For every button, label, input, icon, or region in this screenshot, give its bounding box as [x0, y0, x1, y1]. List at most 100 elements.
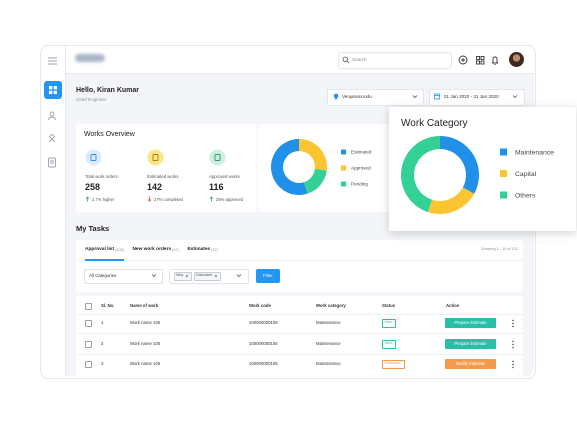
- tab-count: (47): [211, 248, 218, 252]
- legend-label: Approved: [351, 166, 371, 171]
- table-cell: Maintenance: [316, 340, 341, 346]
- row-menu: [512, 340, 514, 348]
- menu-icon[interactable]: [48, 57, 57, 65]
- donut-segment: [303, 169, 327, 194]
- avatar[interactable]: [509, 52, 524, 67]
- stat-icon: [147, 149, 164, 166]
- search-box[interactable]: [338, 52, 452, 69]
- chevron: [151, 274, 157, 278]
- logo[interactable]: [75, 54, 105, 62]
- legend-label: Others: [515, 192, 536, 199]
- trend-arrow: [209, 196, 214, 202]
- category-select[interactable]: [84, 269, 163, 284]
- tasks-title: My Tasks: [76, 224, 110, 233]
- status-chart: Estimated Approved Pending: [271, 139, 372, 195]
- dashboard-icon-active[interactable]: [44, 81, 62, 99]
- date-select[interactable]: [429, 89, 525, 106]
- work-category-card: [389, 107, 576, 231]
- top-bar: [66, 46, 534, 74]
- showing-text: Showing 1 - 10 of 102: [481, 247, 518, 251]
- tab-divider: [76, 260, 523, 261]
- tab-label[interactable]: Estimates: [187, 247, 211, 252]
- trend-arrow-glyph: [85, 196, 90, 202]
- tag-remove-glyph: [214, 274, 218, 278]
- table-cell: Work name 105: [130, 340, 161, 346]
- tag: [194, 272, 222, 281]
- tab-underline: [85, 259, 124, 261]
- donut-segment: [401, 136, 440, 213]
- action-button[interactable]: [445, 318, 496, 328]
- chevron: [412, 95, 418, 99]
- column-header: Work code: [249, 303, 271, 308]
- checkbox[interactable]: [85, 361, 92, 368]
- legend-swatch: [341, 181, 346, 187]
- tag-remove: [214, 274, 218, 278]
- tag-remove-glyph: [185, 274, 189, 278]
- chevron: [512, 95, 518, 99]
- stat-value: 116: [209, 182, 224, 192]
- reports-icon[interactable]: [48, 157, 56, 168]
- search-placeholder: Search: [352, 56, 367, 62]
- filter-button[interactable]: [256, 269, 280, 283]
- status-badge: [382, 339, 397, 349]
- stat-label: Estimated works: [147, 174, 179, 179]
- column-header: Name of work: [130, 303, 159, 308]
- legend-label: Capital: [515, 171, 537, 178]
- legend-swatch: [341, 165, 346, 171]
- status-text: New: [384, 340, 392, 345]
- apps-icon[interactable]: [476, 56, 485, 65]
- table-cell: Maintenance: [316, 320, 341, 325]
- column-header: Action: [446, 303, 460, 308]
- add-icon[interactable]: [458, 55, 468, 65]
- tab-count: (47): [172, 248, 179, 252]
- donut-segment: [299, 139, 327, 171]
- stat-icon-glyph: [214, 154, 221, 161]
- row-menu-dot: [512, 325, 514, 328]
- tab-label[interactable]: Approval list: [85, 247, 115, 252]
- stat-icon-bg: [85, 149, 102, 166]
- tab-label[interactable]: New work orders: [132, 247, 172, 252]
- works-overview-title: Works Overview: [84, 131, 135, 138]
- header-divider: [76, 314, 523, 315]
- column-header: Sl. No.: [101, 303, 115, 308]
- row-divider: [76, 333, 523, 334]
- table-cell: Work name 105: [130, 320, 161, 325]
- table-cell: 100000000105: [249, 361, 278, 366]
- trend-arrow: [147, 196, 152, 202]
- chevron: [236, 274, 242, 278]
- action-button[interactable]: [445, 338, 496, 349]
- table-cell: 1: [101, 320, 104, 325]
- stat-change: 27% completed: [154, 196, 183, 202]
- stat-value: 258: [85, 182, 101, 192]
- status-text: New: [384, 320, 392, 325]
- action-button[interactable]: [445, 359, 496, 369]
- row-menu-dot: [512, 319, 514, 322]
- row-menu: [512, 360, 514, 369]
- table-cell: 100000000105: [249, 340, 278, 346]
- legend-label: Pending: [351, 182, 368, 187]
- tab-count: (102): [115, 248, 124, 252]
- row-menu-dot: [512, 346, 514, 348]
- column-header: Status: [382, 303, 396, 308]
- users-icon[interactable]: [49, 111, 55, 117]
- legend-swatch: [500, 170, 507, 177]
- work-category-title: Work Category: [401, 118, 468, 129]
- work-category-chart: Maintenance Capital Others: [401, 136, 554, 214]
- tag-text: New: [176, 272, 184, 277]
- row-menu-dot: [512, 366, 514, 369]
- trend-arrow-glyph: [209, 196, 214, 202]
- checkbox[interactable]: [85, 320, 92, 327]
- column-header: Work category: [316, 303, 346, 308]
- checkbox[interactable]: [85, 303, 92, 310]
- stat-change: 26% approved: [216, 196, 244, 202]
- trend-arrow: [85, 196, 90, 202]
- donut-segment: [440, 136, 479, 194]
- checkbox[interactable]: [85, 340, 92, 348]
- notification-icon[interactable]: [492, 56, 498, 65]
- sidebar: [44, 57, 62, 168]
- tools-icon[interactable]: [48, 134, 56, 143]
- stat-value: 142: [147, 182, 163, 192]
- row-menu-dot: [512, 360, 514, 363]
- stat-icon: [209, 149, 226, 166]
- location-select[interactable]: [327, 89, 424, 106]
